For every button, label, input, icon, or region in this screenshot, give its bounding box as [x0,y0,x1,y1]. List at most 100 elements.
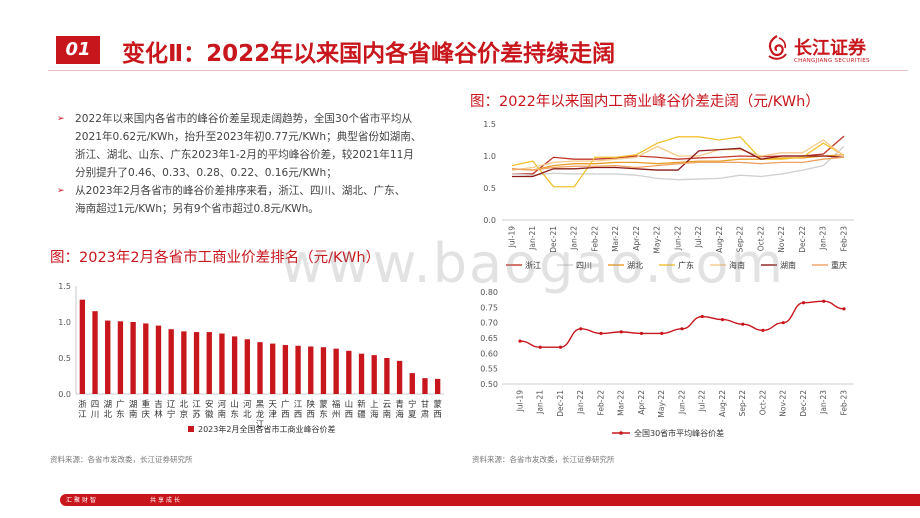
x-tick-label: 安 [205,399,214,410]
x-tick-label: Jun-22 [673,226,682,251]
x-tick-label: 河 [218,399,227,410]
x-tick-label: 苏 [192,409,201,420]
x-tick-label: 吉 [154,400,163,410]
series-line [511,139,845,171]
x-tick-label: Sep-22 [736,226,745,253]
x-tick-label: Jul-22 [694,226,703,249]
legend-label: 四川 [576,261,592,270]
x-tick-label: Feb-22 [590,226,599,252]
y-tick-label: 0.0 [58,390,71,399]
x-tick-label: May-22 [657,390,666,418]
x-tick-label: 湖 [129,400,138,410]
footer-slogan-right: 共享成长 [150,497,183,504]
x-tick-label: Mar-22 [611,226,620,252]
x-tick-label: Jul-19 [515,390,524,413]
x-tick-label: 福 [332,399,341,410]
bar [371,355,377,394]
x-tick-label: 江 [294,400,303,410]
x-tick-label: Jan-21 [528,226,537,251]
y-tick-label: 1.0 [483,152,496,161]
slide-title: 变化Ⅱ：2022年以来国内各省峰谷价差持续走阔 [122,41,616,67]
bar [257,342,263,394]
x-tick-label: Apr-22 [637,390,646,415]
series-line [512,147,845,178]
x-tick-label: 重 [142,399,151,410]
bar [244,339,250,394]
bar [130,322,136,394]
bar [231,336,238,394]
x-tick-label: 陕 [307,399,316,410]
x-tick-label: 蒙 [433,399,442,410]
x-tick-label: Oct-22 [758,390,767,415]
series-line [511,136,845,188]
x-tick-label: 青 [395,399,404,410]
x-tick-label: 南 [129,409,138,420]
x-tick-label: 林 [154,409,163,420]
y-tick-label: 0.5 [483,184,496,193]
x-tick-label: 云 [383,400,392,410]
data-point [781,321,785,325]
data-point [842,307,846,311]
data-point [720,318,725,322]
x-tick-label: Feb-22 [596,390,605,416]
x-tick-label: Jan-22 [576,390,585,415]
x-tick-label: 宁 [408,399,417,410]
bar [79,299,86,394]
x-tick-label: May-22 [653,226,662,254]
bar [333,348,339,394]
x-tick-label: 东 [230,409,239,420]
bar [206,332,212,394]
x-tick-label: 庆 [142,409,151,420]
y-tick-label: 1.5 [58,282,71,291]
bar [434,378,441,394]
y-tick-label: 1.5 [483,120,496,129]
x-tick-label: Jan-23 [819,226,828,251]
x-tick-label: 川 [91,410,100,420]
series-line [519,300,845,348]
legend-label: 2023年2月全国各省市工商业峰谷价差 [198,424,335,434]
data-point [619,330,623,334]
legend-swatch [188,426,194,432]
x-tick-label: Apr-22 [632,226,641,251]
bullet-line: 海南超过1元/KWh；另有9个省市超过0.8元/KWh。 [75,203,319,215]
legend-label: 全国30省市平均峰谷价差 [634,428,724,438]
x-tick-label: Nov-22 [777,226,786,253]
line-chart-title: 图：2022年以来国内工商业峰谷价差走阔（元/KWh） [470,94,820,110]
bar [155,325,162,394]
x-tick-label: Nov-22 [779,390,788,417]
x-tick-label: 黑 [256,400,265,410]
x-tick-label: 上 [370,400,379,410]
x-tick-label: Aug-22 [718,390,727,417]
x-tick-label: 西 [345,410,354,420]
bullet-item: ➢ 从2023年2月各省市的峰谷价差排序来看，浙江、四川、湖北、广东、 海南超过… [55,182,455,218]
x-tick-label: 西 [281,410,290,420]
x-tick-label: 宁 [167,409,176,420]
y-tick-label: 0.60 [480,349,498,358]
data-point [579,327,583,331]
x-tick-label: 蒙 [319,399,328,410]
bar-chart-title: 图：2023年2月各省市工商业价差排名（元/KWh） [50,250,381,266]
bar [105,320,111,394]
x-tick-label: 肃 [421,409,430,420]
x-tick-label: 广 [281,399,290,410]
bar [181,331,187,394]
x-tick-label: Mar-22 [617,390,626,416]
bar [219,333,225,394]
x-tick-label: 夏 [408,410,417,420]
y-tick-label: 0.55 [480,365,498,374]
data-point [822,299,826,303]
logo-emblem-icon [768,35,787,60]
x-tick-label: Dec-21 [556,390,565,417]
data-point [700,314,704,319]
x-tick-label: 广 [116,399,125,410]
x-tick-label: 京 [180,409,189,420]
bullet-item: ➢ 2022年以来国内各省市的峰谷价差呈现走阔趋势，全国30个省市平均从 202… [55,110,455,182]
x-tick-label: 南 [218,409,227,420]
legend-marker [619,431,623,435]
x-tick-label: Jul-19 [507,226,516,249]
section-badge: 01 [56,36,100,64]
bar [422,378,428,394]
x-tick-label: 北 [180,400,189,410]
x-tick-label: Feb-23 [839,226,848,252]
bar [308,346,314,394]
